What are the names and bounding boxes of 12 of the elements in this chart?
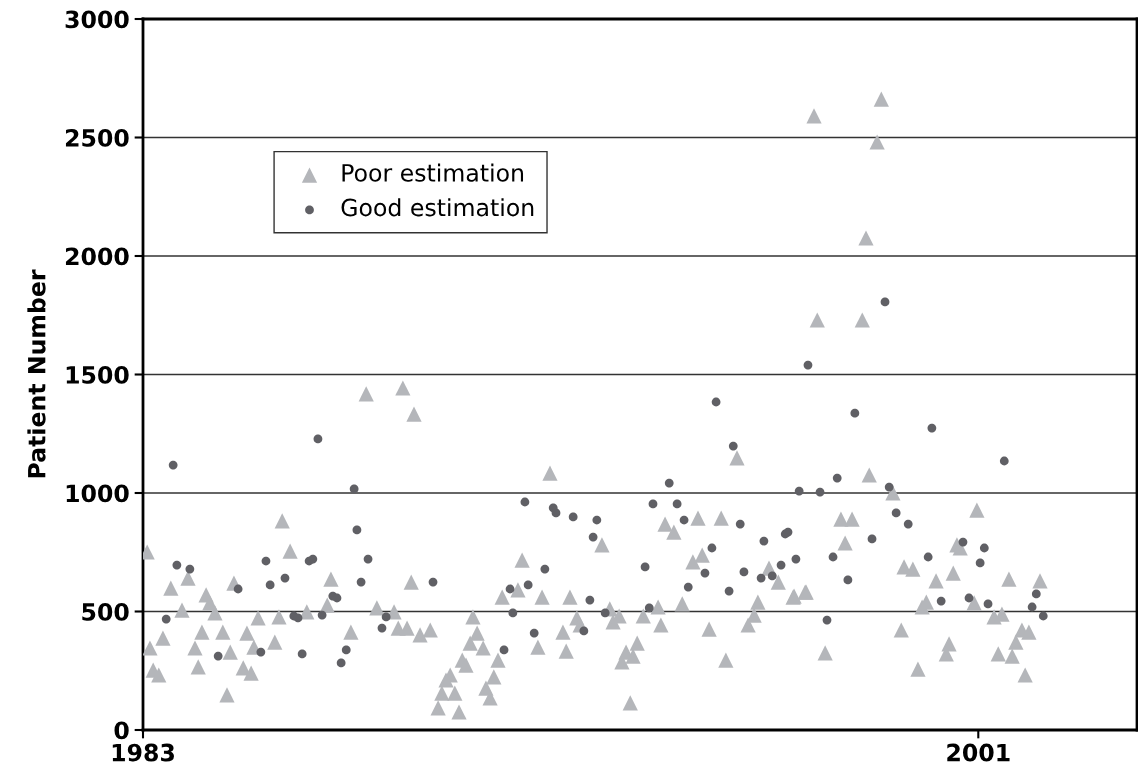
- x-tick-label: 1983: [112, 743, 174, 762]
- y-tick-label: 1500: [66, 365, 129, 384]
- y-tick-label: 3000: [65, 10, 129, 29]
- x-tick-label: 2001: [947, 743, 1010, 762]
- y-tick-label: 2000: [65, 247, 129, 266]
- y-tick-label: 500: [82, 602, 129, 621]
- y-axis-title: Patient Number: [27, 269, 46, 478]
- y-tick-label: 1000: [66, 484, 129, 503]
- y-tick-label: 2500: [65, 128, 129, 147]
- legend-label: Poor estimation: [342, 163, 524, 182]
- y-tick-label: 0: [114, 721, 129, 740]
- legend-label: Good estimation: [341, 198, 534, 217]
